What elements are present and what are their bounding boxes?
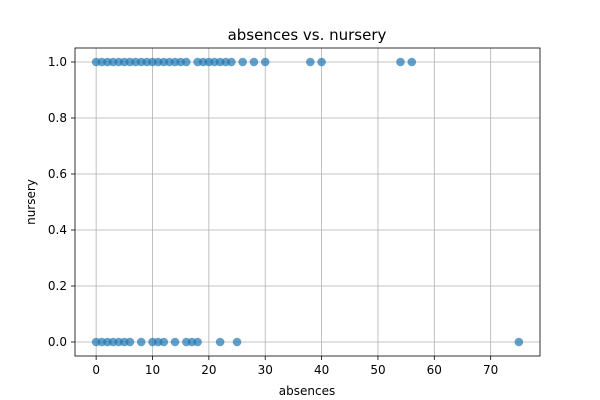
data-point [306,57,315,67]
x-tick-label: 60 [427,363,442,377]
data-point [396,57,405,67]
y-axis-label: nursery [24,179,38,225]
x-axis-label: absences [279,384,335,398]
data-point [238,57,247,67]
data-point [125,337,135,347]
data-points [91,57,524,347]
x-tick-label: 20 [201,363,216,377]
data-point [215,337,225,347]
data-point [136,337,146,347]
data-point [232,337,242,347]
data-point [514,337,524,347]
data-point [317,57,326,67]
chart-title: absences vs. nursery [228,26,387,44]
data-point [193,337,202,347]
y-tick-label: 0.4 [48,223,67,237]
x-tick-label: 50 [370,363,385,377]
y-axis-ticks: 0.0 0.2 0.4 0.6 0.8 1.0 [48,55,75,349]
data-point [260,57,270,67]
y-tick-label: 0.6 [48,167,67,181]
data-point [159,337,169,347]
x-axis-ticks: 0 10 20 30 40 50 60 70 [92,356,498,377]
y-tick-label: 0.0 [48,335,67,349]
x-tick-label: 70 [483,363,498,377]
x-tick-label: 30 [258,363,273,377]
plot-frame [74,47,541,357]
x-tick-label: 40 [314,363,329,377]
y-tick-label: 1.0 [48,55,67,69]
data-point [182,57,191,67]
data-point [407,57,417,67]
x-tick-label: 0 [92,363,100,377]
x-tick-label: 10 [145,363,160,377]
data-point [249,57,259,67]
y-tick-label: 0.8 [48,111,67,125]
y-tick-label: 0.2 [48,279,67,293]
data-point [227,57,236,67]
data-point [170,337,180,347]
grid [75,48,540,356]
